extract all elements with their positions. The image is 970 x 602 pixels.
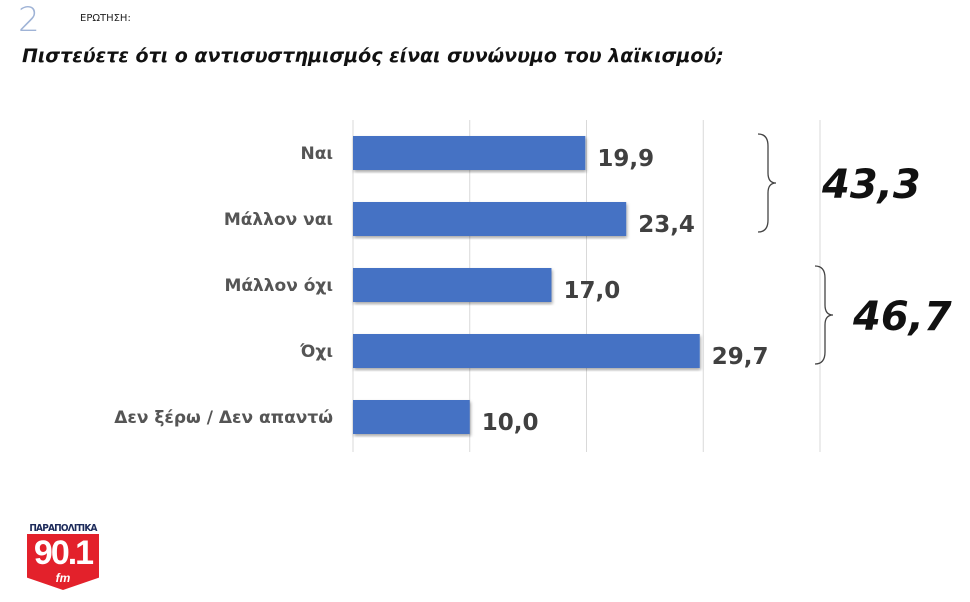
logo-frequency: 90.1 [33, 534, 94, 572]
category-label: Όχι [299, 342, 333, 362]
bar [353, 268, 552, 302]
group-brace [814, 265, 834, 365]
group-total: 43,3 [821, 162, 921, 208]
group-total: 46,7 [852, 294, 952, 340]
bar [353, 136, 586, 170]
category-label: Ναι [300, 144, 333, 164]
data-label: 10,0 [482, 410, 539, 436]
logo-brand: ΠΑΡΑΠΟΛΙΤΙΚΑ [29, 523, 97, 534]
category-label: Δεν ξέρω / Δεν απαντώ [114, 408, 333, 428]
category-label: Μάλλον ναι [224, 210, 333, 230]
question-label: ΕΡΩΤΗΣΗ: [80, 13, 131, 24]
data-label: 23,4 [638, 212, 695, 238]
bar [353, 334, 700, 368]
category-label: Μάλλον όχι [224, 276, 333, 296]
group-brace [757, 133, 777, 233]
logo-band: fm [55, 571, 71, 585]
data-label: 17,0 [563, 278, 620, 304]
logo-shield: 90.1 fm [27, 534, 99, 590]
question-number: 2 [18, 0, 40, 40]
chart-title: Πιστεύετε ότι ο αντισυστημισμός είναι συ… [22, 45, 724, 67]
bar [353, 202, 627, 236]
data-label: 19,9 [597, 146, 654, 172]
radio-logo: ΠΑΡΑΠΟΛΙΤΙΚΑ 90.1 fm [27, 523, 99, 590]
bar [353, 400, 470, 434]
data-label: 29,7 [712, 344, 769, 370]
